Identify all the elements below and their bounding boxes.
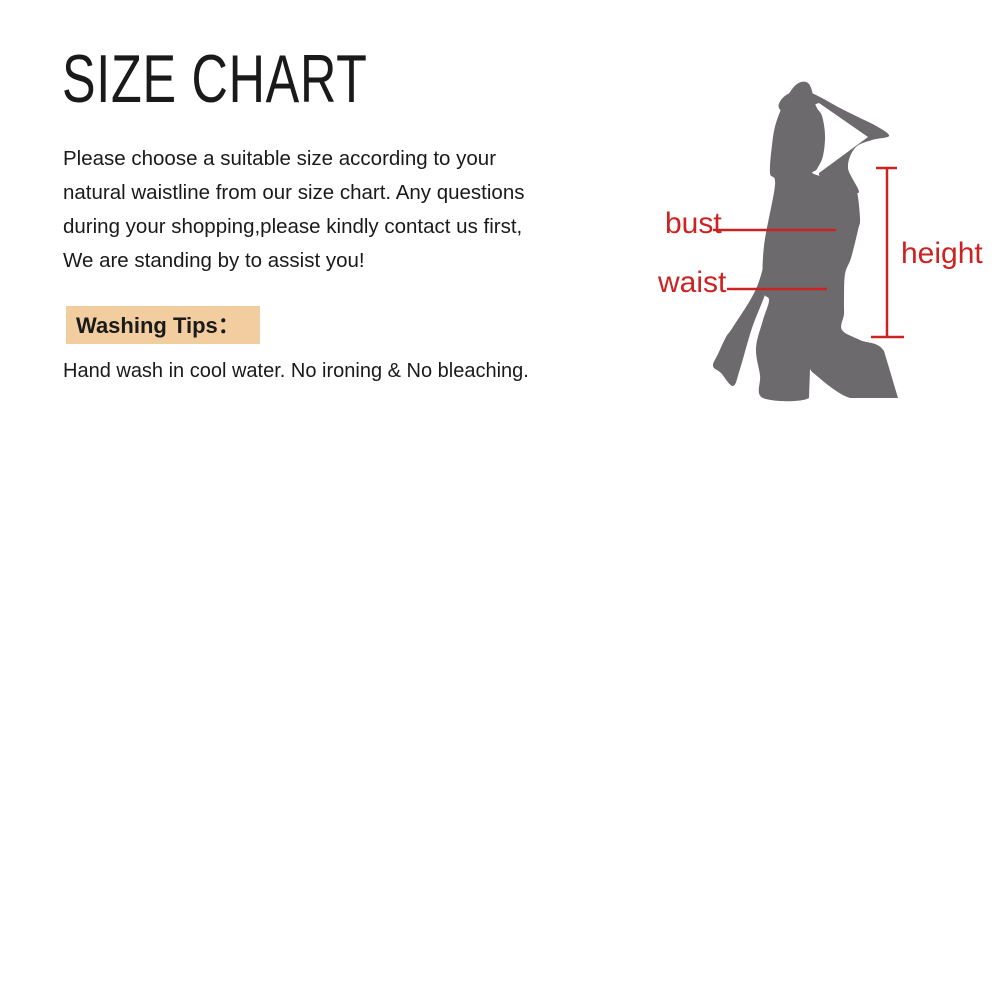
svg-text:waist: waist: [657, 266, 727, 299]
svg-text:bust: bust: [665, 207, 722, 240]
svg-text:height: height: [901, 237, 983, 270]
